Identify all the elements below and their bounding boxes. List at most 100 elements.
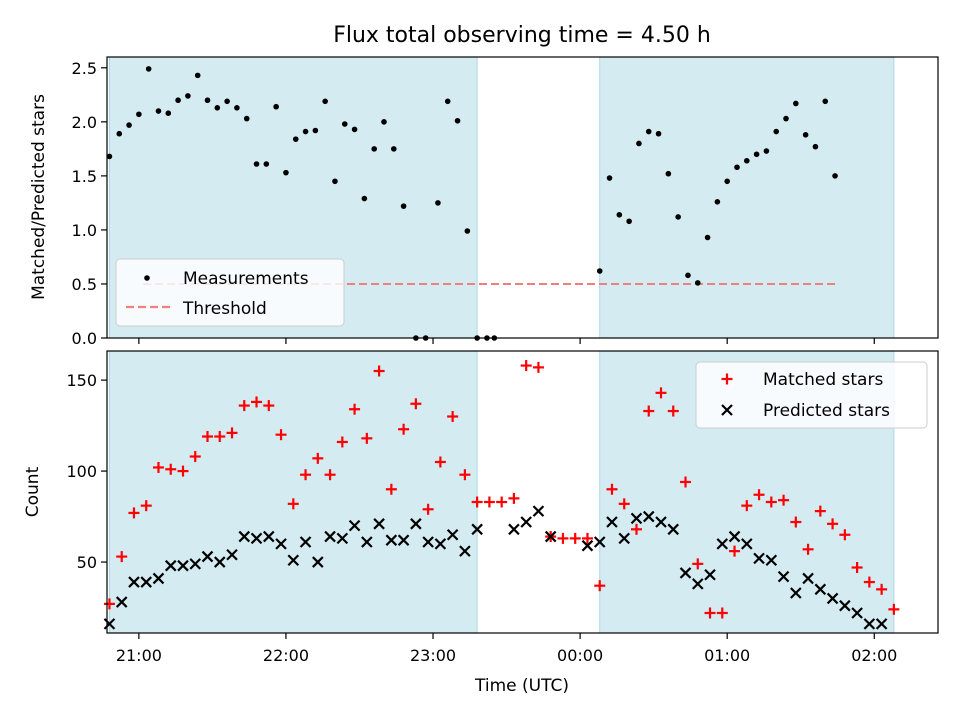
measurement-point [224,98,230,105]
matched-star-point [496,496,508,508]
legend-measurements-marker [144,275,150,281]
measurement-point [435,200,441,206]
measurement-point [616,211,623,218]
matched-star-point [471,496,483,508]
bottom-legend-box [695,361,928,429]
matched-star-point [802,543,814,555]
matched-star-point [643,405,655,417]
predicted-star-point [593,536,606,548]
shaded-interval [109,351,478,633]
matched-star-point [275,429,287,441]
x-tick-label: 23:00 [410,646,456,665]
predicted-star-point [655,516,667,528]
measurement-point [371,146,377,152]
predicted-star-point [361,536,373,548]
measurement-point [400,203,407,209]
predicted-star-point [226,548,238,561]
matched-star-point [361,432,373,444]
predicted-star-point [667,523,680,536]
bottom-y-tick-label: 150 [66,371,97,390]
matched-star-point [741,500,753,512]
predicted-star-point [606,516,618,528]
measurement-point [464,228,471,234]
matched-star-point [888,603,900,615]
matched-star-point [618,498,630,510]
measurement-point [704,234,711,241]
predicted-star-point [164,559,177,572]
measurement-point [665,170,672,177]
matched-star-point [165,463,177,475]
measurement-point [341,121,348,127]
predicted-star-point [238,530,251,543]
bottom-legend: Matched stars Predicted stars [695,361,928,429]
top-y-tick-label: 0.0 [72,329,97,348]
measurement-point [832,173,838,179]
measurement-point [812,143,819,150]
measurement-point [165,110,172,116]
predicted-star-point [446,528,459,541]
top-y-tick-label: 1.0 [72,221,97,240]
measurement-point [292,136,299,142]
matched-star-point [839,529,851,541]
measurement-point [361,195,368,202]
predicted-star-point [508,523,520,536]
matched-star-point [300,469,312,481]
measurement-point [381,119,387,125]
predicted-star-point [385,534,398,546]
matched-star-point [692,558,704,570]
predicted-star-point [336,532,349,545]
predicted-star-point [459,545,471,557]
measurement-point [724,178,730,185]
top-y-tick-label: 0.5 [72,275,97,294]
predicted-star-point [434,538,447,550]
top-y-tick-label: 2.5 [72,59,97,78]
matched-star-point [152,461,164,473]
measurement-point [322,98,328,105]
measurement-point [253,161,260,167]
predicted-star-point [814,583,827,596]
predicted-star-point [177,559,189,572]
legend-threshold-label: Threshold [182,299,267,319]
x-axis-label: Time (UTC) [474,676,569,696]
legend-measurements-label: Measurements [183,269,309,289]
measurement-point [175,97,181,104]
predicted-star-point [777,570,790,583]
measurement-point [116,130,123,137]
matched-star-point [226,427,238,439]
measurement-point [204,97,211,104]
bottom-points-layer [103,360,900,630]
matched-star-point [398,423,410,435]
top-y-tick-label: 2.0 [72,113,97,132]
predicted-star-point [716,538,729,550]
x-tick-label: 01:00 [704,646,750,665]
predicted-star-point [532,505,545,517]
measurement-point [136,111,142,118]
measurement-point [793,100,799,107]
predicted-star-point [213,556,226,568]
matched-star-point [202,431,214,443]
measurement-point [655,130,662,137]
matched-star-point [581,532,593,544]
matched-star-point [753,489,765,501]
top-y-axis-label: Matched/Predicted stars [29,94,49,300]
measurement-point [596,268,603,274]
matched-star-point [459,469,471,481]
measurement-point [126,122,132,128]
matched-star-point [103,598,115,610]
predicted-star-point [263,530,275,543]
measurement-point [675,214,681,220]
legend-matched-label: Matched stars [763,370,883,390]
measurement-point [773,128,780,135]
bottom-x-ticks: 21:00 22:00 23:00 00:00 01:00 02:00 [116,633,897,665]
matched-star-point [863,576,875,588]
predicted-star-point [790,587,802,599]
shaded-interval [599,57,894,338]
top-legend: Measurements Threshold [115,258,345,327]
matched-star-point [410,398,422,410]
measurement-point [273,103,279,110]
matched-star-point [177,465,189,477]
predicted-star-point [410,518,422,530]
matched-star-point [214,431,226,443]
predicted-star-point [728,530,741,543]
